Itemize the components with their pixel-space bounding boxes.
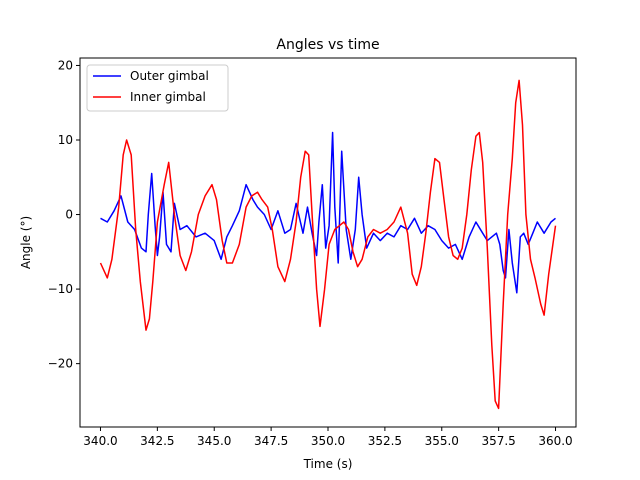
- x-tick-label: 355.0: [425, 434, 459, 448]
- x-tick-label: 357.5: [481, 434, 515, 448]
- y-axis: 20 10 0 −10 −20: [48, 58, 80, 371]
- legend-label-inner: Inner gimbal: [130, 90, 206, 104]
- plot-lines: [99, 79, 557, 410]
- x-tick-label: 352.5: [368, 434, 402, 448]
- x-axis: 340.0 342.5 345.0 347.5 350.0 352.5 355.0 357.5…: [83, 427, 573, 448]
- y-tick-label: −20: [48, 357, 73, 371]
- legend-frame: [86, 64, 229, 112]
- x-axis-label: Time (s): [303, 457, 353, 471]
- x-tick-label: 345.0: [197, 434, 231, 448]
- series-line-outer-gimbal: [100, 131, 556, 294]
- y-tick-label: 20: [58, 58, 73, 72]
- x-tick-label: 360.0: [538, 434, 572, 448]
- y-tick-label: 10: [58, 133, 73, 147]
- y-tick-label: −10: [48, 282, 73, 296]
- legend: Outer gimbal Inner gimbal: [86, 64, 229, 112]
- legend-label-outer: Outer gimbal: [130, 69, 209, 83]
- x-tick-label: 347.5: [254, 434, 288, 448]
- x-tick-label: 340.0: [83, 434, 117, 448]
- chart-title: Angles vs time: [276, 37, 379, 53]
- x-tick-label: 342.5: [140, 434, 174, 448]
- x-tick-label: 350.0: [311, 434, 345, 448]
- y-axis-label: Angle (°): [19, 216, 33, 269]
- y-tick-label: 0: [65, 208, 73, 222]
- series-line-inner-gimbal: [99, 79, 557, 410]
